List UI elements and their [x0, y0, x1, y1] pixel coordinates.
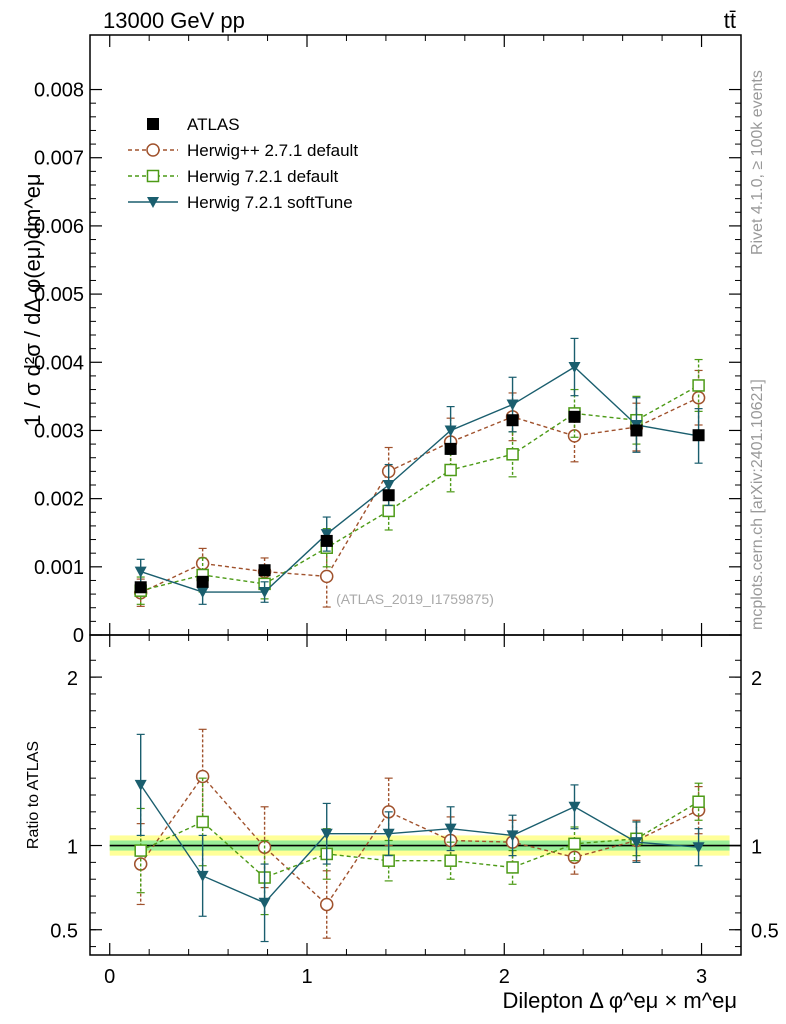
main-herwig-7-2-1-softtune-point: [568, 362, 581, 374]
main-herwig-7-2-1-softtune-point: [258, 587, 271, 599]
main-atlas-point: [630, 424, 643, 437]
ratio-herwig-2-7-1-default-point: [319, 897, 334, 912]
ratio-herwig-7-2-1-default-point: [568, 837, 581, 851]
legend: ATLAS Herwig++ 2.7.1 default Herwig 7.2.1 …: [128, 115, 358, 212]
ratio-herwig-7-2-1-softtune-point: [258, 897, 271, 909]
main-herwig-7-2-1-softtune-point: [320, 529, 333, 541]
legend-label: Herwig 7.2.1 default: [187, 167, 338, 186]
main-ticks: 0 0.001 0.002 0.003 0.004 0.005 0.006 0.007 0.00…: [34, 35, 741, 988]
ratio-herwig-7-2-1-softtune-point: [692, 842, 705, 854]
xtick-label: 2: [499, 966, 510, 988]
main-herwig-7-2-1-softtune-point: [382, 480, 395, 491]
ratio-ytick-label: 2: [67, 668, 78, 690]
ratio-ytick-label-right: 0.5: [751, 921, 779, 943]
main-herwig-7-2-1-default-point: [444, 463, 457, 477]
main-ylabel: 1 / σ d²σ / dΔ φ(eμ)dm^eμ: [20, 173, 45, 426]
main-herwig-7-2-1-default-line: [140, 384, 699, 592]
ratio-herwig-7-2-1-default-point: [444, 854, 457, 867]
legend-marker: [146, 169, 160, 183]
legend-marker: [147, 118, 159, 130]
main-ytick-label: 0.003: [34, 420, 84, 442]
xtick-label: 1: [301, 966, 312, 988]
main-herwig-7-2-1-softtune-point: [444, 425, 457, 437]
main-ytick-label: 0: [73, 625, 84, 647]
ratio-reference-band: [109, 835, 741, 856]
main-ytick-label: 0.007: [34, 148, 84, 170]
main-series: [133, 337, 706, 608]
ratio-frame: [89, 634, 742, 956]
main-herwig-2-7-1-default-line: [140, 397, 699, 594]
main-herwig-2-7-1-default-point: [319, 569, 334, 584]
ratio-ytick-label-right: 1: [751, 837, 762, 859]
ratio-series: [133, 728, 706, 943]
main-ytick-label: 0.001: [34, 557, 84, 579]
ratio-herwig-7-2-1-softtune-point: [506, 830, 519, 842]
ratio-herwig-7-2-1-default-line: [140, 801, 699, 879]
ratio-herwig-7-2-1-softtune-point: [630, 837, 643, 849]
side-label-bottom: mcplots.cern.ch [arXiv:2401.10621]: [749, 379, 766, 630]
xtick-label: 3: [696, 966, 707, 988]
ratio-herwig-7-2-1-softtune-point: [568, 801, 581, 813]
main-atlas-point: [692, 429, 705, 442]
ratio-herwig-7-2-1-softtune-point: [382, 828, 395, 840]
ratio-herwig-7-2-1-softtune-point: [444, 823, 457, 835]
ratio-herwig-7-2-1-default-point: [382, 854, 395, 867]
xlabel: Dilepton Δ φ^eμ × m^eμ: [502, 988, 737, 1013]
ratio-herwig-7-2-1-softtune-point: [196, 870, 209, 882]
ratio-herwig-7-2-1-softtune-point: [134, 779, 147, 791]
xtick-label: 0: [104, 966, 115, 988]
main-herwig-7-2-1-softtune-line: [140, 366, 699, 593]
legend-marker: [147, 197, 159, 208]
ratio-herwig-7-2-1-default-point: [134, 844, 147, 857]
analysis-id: (ATLAS_2019_I1759875): [336, 591, 494, 607]
main-ytick-label: 0.005: [34, 284, 84, 306]
main-atlas-point: [382, 489, 395, 502]
main-atlas-point: [258, 564, 271, 577]
side-label-top: Rivet 4.1.0, ≥ 100k events: [749, 70, 766, 255]
main-herwig-7-2-1-default-point: [506, 448, 519, 461]
main-atlas-point: [506, 414, 519, 427]
main-herwig-7-2-1-softtune-point: [506, 399, 519, 411]
main-atlas-point: [568, 410, 581, 423]
ratio-herwig-7-2-1-softtune-line: [140, 784, 699, 904]
ratio-ytick-label: 1: [67, 837, 78, 859]
energy-label: 13000 GeV pp: [103, 8, 245, 33]
legend-marker: [146, 143, 160, 157]
ratio-herwig-7-2-1-default-point: [692, 795, 705, 808]
main-ytick-label: 0.002: [34, 489, 84, 511]
ratio-herwig-7-2-1-default-point: [196, 815, 209, 829]
main-herwig-7-2-1-default-point: [382, 504, 395, 518]
ratio-herwig-7-2-1-default-point: [506, 861, 519, 874]
process-label: tt̄: [724, 8, 736, 33]
main-ytick-label: 0.004: [34, 352, 84, 374]
main-atlas-point: [134, 581, 147, 594]
main-ytick-label: 0.008: [34, 80, 84, 102]
main-ytick-label: 0.006: [34, 216, 84, 238]
main-atlas-point: [320, 534, 333, 547]
main-atlas-point: [444, 442, 457, 455]
legend-label: ATLAS: [187, 115, 240, 134]
ratio-ticks: 0.5 0.5 1 1 2 2: [50, 659, 779, 948]
ratio-ytick-label: 0.5: [50, 921, 78, 943]
ratio-herwig-2-7-1-default-point: [195, 769, 210, 784]
ratio-ylabel: Ratio to ATLAS: [25, 741, 42, 849]
legend-label: Herwig 7.2.1 softTune: [187, 193, 353, 212]
ratio-ytick-label-right: 2: [751, 668, 762, 690]
ratio-herwig-7-2-1-softtune-point: [320, 828, 333, 840]
ratio-herwig-2-7-1-default-line: [140, 775, 699, 906]
main-herwig-7-2-1-softtune-point: [134, 566, 147, 578]
main-herwig-7-2-1-softtune-point: [196, 587, 209, 599]
main-atlas-point: [196, 575, 209, 588]
legend-label: Herwig++ 2.7.1 default: [187, 141, 358, 160]
main-herwig-7-2-1-default-point: [692, 379, 705, 392]
